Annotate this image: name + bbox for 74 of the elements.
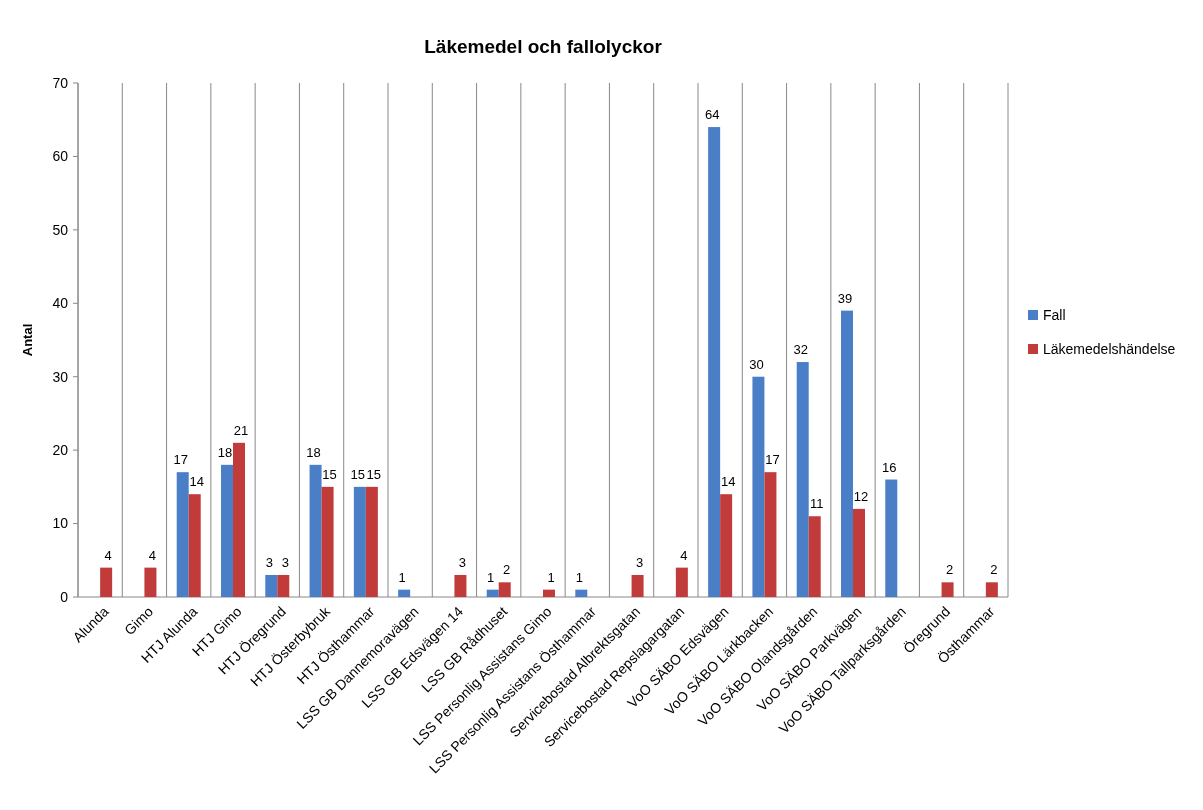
bar bbox=[365, 486, 378, 597]
bar bbox=[265, 574, 278, 597]
data-label: 17 bbox=[173, 452, 188, 468]
bar bbox=[221, 464, 233, 597]
bar bbox=[144, 567, 157, 597]
data-label: 1 bbox=[487, 569, 495, 585]
data-label: 16 bbox=[882, 459, 897, 475]
bar bbox=[188, 494, 201, 597]
data-label: 1 bbox=[575, 569, 583, 585]
y-tick-label: 40 bbox=[52, 295, 69, 312]
y-axis-title: Antal bbox=[20, 323, 35, 357]
y-tick-label: 50 bbox=[52, 221, 69, 238]
bar bbox=[764, 472, 777, 597]
bar bbox=[233, 442, 245, 597]
data-label: 4 bbox=[680, 547, 688, 563]
chart-title: Läkemedel och fallolyckor bbox=[424, 36, 663, 57]
data-label: 21 bbox=[233, 422, 249, 438]
bar bbox=[575, 589, 588, 597]
data-label: 1 bbox=[398, 569, 406, 585]
bar bbox=[708, 127, 721, 597]
data-label: 11 bbox=[809, 496, 824, 512]
bar bbox=[808, 516, 821, 597]
bar bbox=[720, 494, 733, 597]
data-label: 1 bbox=[547, 569, 555, 585]
bar bbox=[796, 362, 809, 597]
data-label: 18 bbox=[306, 444, 321, 460]
y-tick-label: 20 bbox=[52, 442, 69, 459]
data-label: 30 bbox=[749, 356, 764, 372]
y-tick-label: 30 bbox=[52, 368, 69, 385]
data-label: 15 bbox=[322, 466, 337, 482]
bar bbox=[841, 310, 853, 597]
data-label: 3 bbox=[635, 554, 644, 570]
data-label: 4 bbox=[148, 547, 157, 563]
bar bbox=[543, 589, 555, 597]
data-label: 2 bbox=[945, 562, 954, 578]
bar bbox=[486, 589, 499, 597]
bar bbox=[454, 574, 467, 597]
bar bbox=[941, 582, 954, 597]
data-label: 2 bbox=[990, 562, 998, 578]
y-tick-label: 70 bbox=[52, 74, 69, 91]
data-label: 14 bbox=[720, 474, 736, 490]
data-label: 14 bbox=[189, 474, 204, 490]
data-label: 18 bbox=[217, 444, 233, 460]
bar bbox=[752, 376, 765, 597]
y-tick-label: 0 bbox=[60, 588, 69, 605]
bar bbox=[277, 574, 290, 597]
bar bbox=[985, 582, 998, 597]
legend-label: Läkemedelshändelse bbox=[1043, 340, 1176, 357]
data-label: 3 bbox=[265, 554, 273, 570]
data-label: 39 bbox=[837, 290, 853, 306]
bar bbox=[100, 567, 113, 597]
data-label: 4 bbox=[104, 547, 112, 563]
bar bbox=[885, 479, 898, 597]
bar bbox=[353, 486, 366, 597]
bar bbox=[321, 486, 334, 597]
bar bbox=[853, 508, 865, 597]
data-label: 15 bbox=[350, 466, 366, 482]
bar bbox=[309, 464, 322, 597]
data-label: 3 bbox=[458, 554, 467, 570]
data-label: 64 bbox=[704, 107, 720, 123]
y-tick-label: 60 bbox=[52, 148, 69, 165]
bar bbox=[176, 472, 189, 597]
bar bbox=[631, 574, 644, 597]
data-label: 32 bbox=[793, 342, 808, 358]
data-label: 17 bbox=[765, 452, 780, 468]
bar bbox=[675, 567, 688, 597]
y-tick-label: 10 bbox=[52, 515, 69, 532]
data-label: 15 bbox=[366, 466, 382, 482]
bar bbox=[398, 589, 411, 597]
data-label: 12 bbox=[853, 488, 869, 504]
legend-label: Fall bbox=[1043, 306, 1066, 323]
data-label: 2 bbox=[503, 562, 511, 578]
bar bbox=[498, 582, 511, 597]
data-label: 3 bbox=[281, 554, 289, 570]
